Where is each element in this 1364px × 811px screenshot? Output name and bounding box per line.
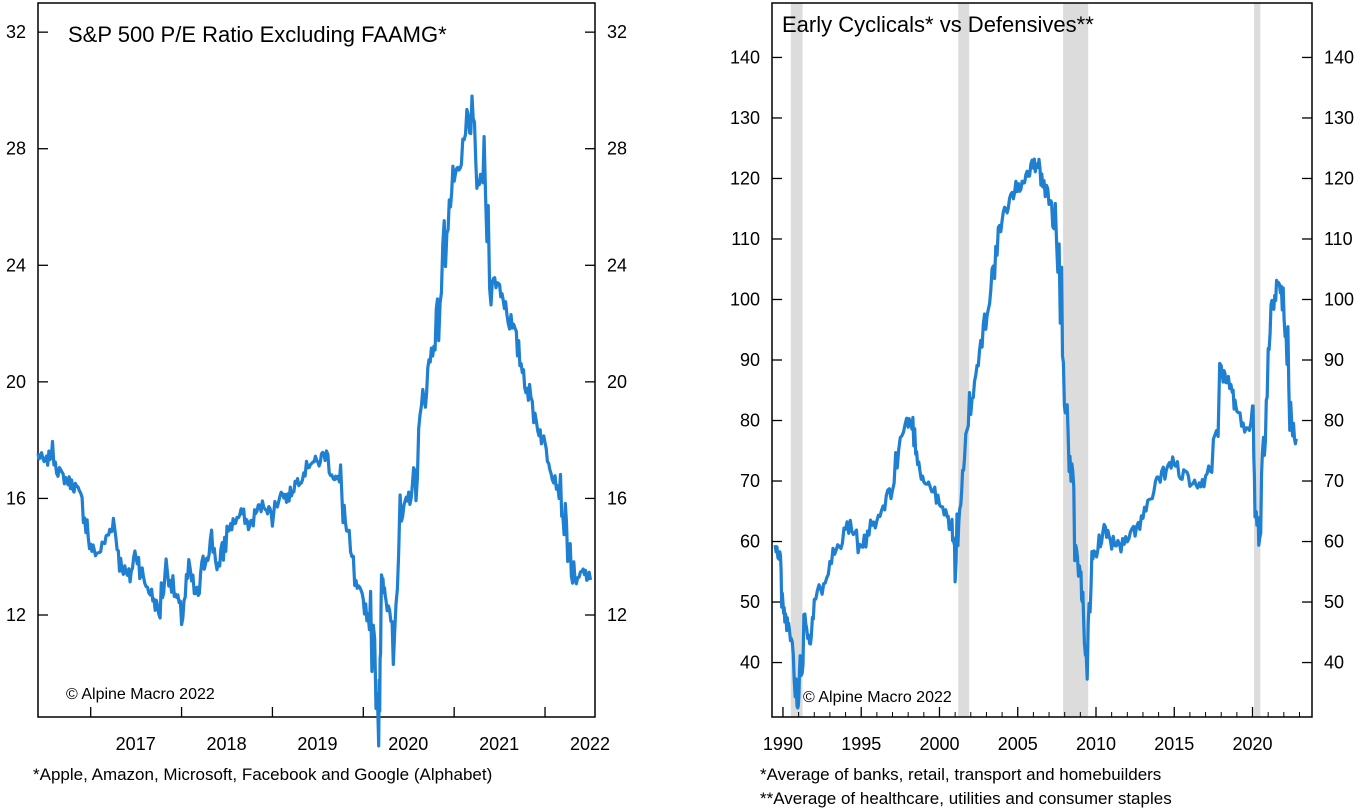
y-tick-label-left: 28	[6, 139, 26, 159]
x-tick-label: 2018	[207, 734, 247, 754]
y-tick-label-left: 60	[740, 532, 760, 552]
y-tick-label-right: 70	[1324, 471, 1344, 491]
y-tick-label-left: 24	[6, 255, 26, 275]
y-tick-label-right: 120	[1324, 168, 1354, 188]
y-tick-label-left: 32	[6, 22, 26, 42]
y-tick-label-left: 110	[731, 229, 760, 249]
y-tick-label-left: 40	[740, 653, 760, 673]
y-tick-label-right: 100	[1324, 289, 1354, 309]
y-tick-label-right: 60	[1324, 532, 1344, 552]
x-tick-label: 2021	[479, 734, 519, 754]
right-copyright: © Alpine Macro 2022	[803, 689, 952, 706]
pe-ratio-series-line	[36, 94, 593, 748]
y-tick-label-right: 110	[1324, 229, 1353, 249]
y-tick-label-right: 130	[1324, 108, 1354, 128]
y-tick-label-right: 24	[607, 255, 627, 275]
x-tick-label: 2022	[570, 734, 610, 754]
y-tick-label-right: 32	[607, 22, 627, 42]
right-chart-title: Early Cyclicals* vs Defensives**	[782, 12, 1094, 37]
left-plot-frame	[37, 2, 596, 718]
y-tick-label-left: 20	[6, 372, 26, 392]
left-footnote: *Apple, Amazon, Microsoft, Facebook and …	[33, 765, 492, 784]
y-tick-label-left: 50	[740, 592, 760, 612]
right-footnote-1: *Average of banks, retail, transport and…	[760, 765, 1161, 784]
y-tick-label-left: 130	[730, 108, 760, 128]
y-tick-label-right: 140	[1324, 47, 1354, 67]
right-plot-frame	[771, 2, 1313, 718]
recession-band	[790, 3, 803, 717]
y-tick-label-left: 16	[6, 488, 26, 508]
recession-shading	[790, 3, 1261, 717]
y-tick-label-right: 40	[1324, 653, 1344, 673]
recession-band	[958, 3, 970, 717]
y-tick-label-right: 50	[1324, 592, 1344, 612]
y-tick-label-right: 80	[1324, 411, 1344, 431]
x-tick-label: 2020	[1232, 734, 1272, 754]
x-tick-label: 2019	[297, 734, 337, 754]
right-axis-ticks: 40 40 50 50 60 60 70 70 80 80 90 90 100 100 110 110 120 1…	[730, 47, 1354, 754]
y-tick-label-left: 80	[740, 411, 760, 431]
y-tick-label-right: 20	[607, 372, 627, 392]
y-tick-label-left: 140	[730, 47, 760, 67]
x-tick-label: 1995	[841, 734, 881, 754]
recession-band	[1254, 3, 1261, 717]
cyclicals-defensives-series-line	[773, 157, 1298, 710]
right-footnote-2: **Average of healthcare, utilities and c…	[760, 789, 1172, 808]
y-tick-label-right: 90	[1324, 350, 1344, 370]
x-tick-label: 2015	[1154, 734, 1194, 754]
y-tick-label-left: 120	[730, 168, 760, 188]
cyclicals-vs-defensives-chart: 40 40 50 50 60 60 70 70 80 80 90 90 100 100 110 110 120 1…	[730, 2, 1354, 808]
left-chart-title: S&P 500 P/E Ratio Excluding FAAMG*	[68, 22, 447, 47]
y-tick-label-right: 16	[607, 488, 627, 508]
y-tick-label-left: 90	[740, 350, 760, 370]
x-tick-label: 1990	[763, 734, 803, 754]
y-tick-label-right: 28	[607, 139, 627, 159]
x-tick-label: 2020	[388, 734, 428, 754]
y-tick-label-right: 12	[607, 605, 627, 625]
x-tick-label: 2005	[998, 734, 1038, 754]
y-tick-label-left: 70	[740, 471, 760, 491]
left-copyright: © Alpine Macro 2022	[66, 686, 215, 703]
x-tick-label: 2010	[1076, 734, 1116, 754]
x-tick-label: 2017	[116, 734, 156, 754]
y-tick-label-left: 100	[730, 289, 760, 309]
y-tick-label-left: 12	[6, 605, 26, 625]
x-tick-label: 2000	[919, 734, 959, 754]
